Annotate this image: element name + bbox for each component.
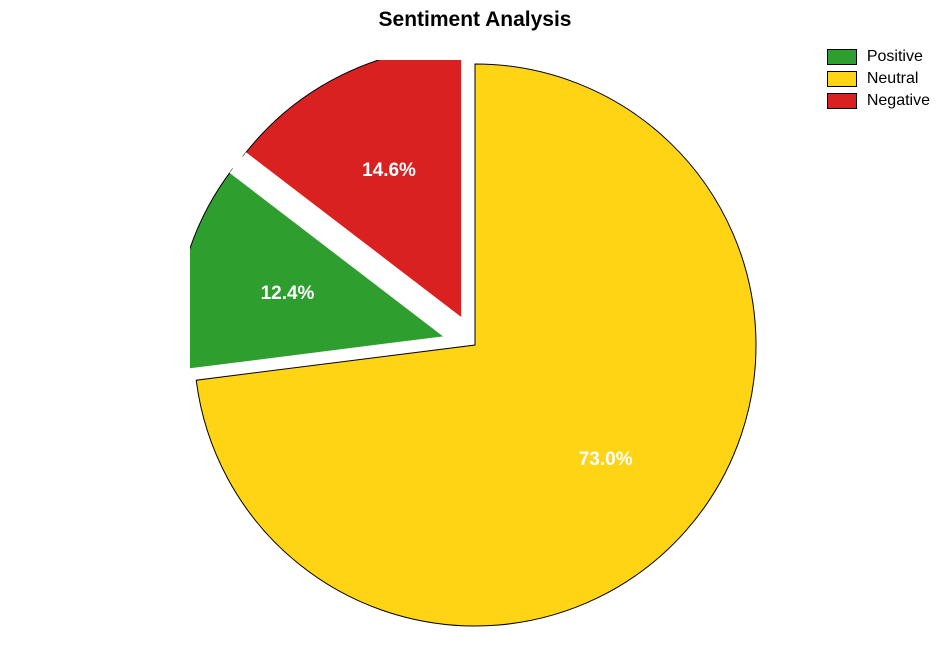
- sentiment-pie-chart: Sentiment Analysis 73.0% 12.4% 14.6% Posit…: [0, 0, 950, 662]
- slice-label-positive: 12.4%: [261, 283, 315, 305]
- pie-area: 73.0% 12.4% 14.6%: [190, 60, 760, 630]
- legend-swatch-neutral: [827, 71, 857, 87]
- legend: Positive Neutral Negative: [827, 48, 930, 114]
- slice-label-negative: 14.6%: [362, 160, 416, 182]
- legend-swatch-negative: [827, 93, 857, 109]
- legend-item-positive: Positive: [827, 48, 930, 66]
- legend-label-negative: Negative: [867, 92, 930, 110]
- pie-svg: [190, 60, 760, 630]
- legend-swatch-positive: [827, 49, 857, 65]
- legend-label-neutral: Neutral: [867, 70, 919, 88]
- legend-label-positive: Positive: [867, 48, 923, 66]
- legend-item-negative: Negative: [827, 92, 930, 110]
- chart-title: Sentiment Analysis: [0, 8, 950, 32]
- slice-label-neutral: 73.0%: [579, 449, 633, 471]
- legend-item-neutral: Neutral: [827, 70, 930, 88]
